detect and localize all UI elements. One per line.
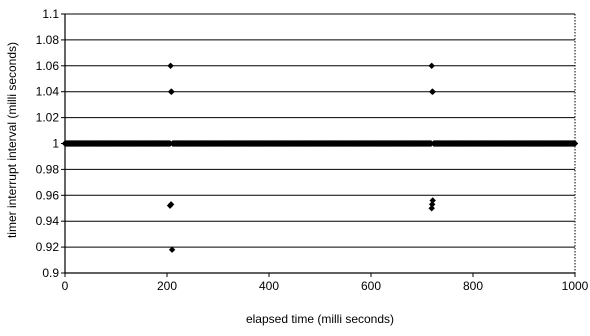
y-axis-title: timer interrupt interval (milli seconds)	[5, 42, 19, 238]
x-tick-label: 200	[157, 279, 177, 293]
y-tick-label: 0.92	[36, 240, 60, 254]
data-point	[168, 88, 175, 95]
y-tick-label: 1.08	[36, 33, 60, 47]
x-tick-label: 800	[463, 279, 483, 293]
data-points	[61, 62, 579, 253]
data-point	[168, 246, 176, 253]
data-point	[167, 62, 174, 69]
data-point	[167, 201, 175, 208]
data-point	[429, 197, 436, 204]
y-tick-label: 1.06	[36, 59, 60, 73]
data-point	[429, 88, 436, 95]
y-tick-label: 0.9	[42, 266, 59, 280]
data-point	[571, 140, 579, 147]
y-tick-label: 0.96	[36, 188, 60, 202]
data-point	[428, 205, 435, 212]
y-tick-label: 0.98	[36, 162, 60, 176]
x-tick-label: 1000	[562, 279, 589, 293]
x-tick-label: 400	[259, 279, 279, 293]
y-tick-label: 1.02	[36, 111, 60, 125]
y-tick-label: 1.04	[36, 85, 60, 99]
x-axis-title: elapsed time (milli seconds)	[246, 312, 394, 326]
y-tick-label: 1.1	[42, 7, 59, 21]
gridlines	[65, 13, 575, 248]
data-point	[428, 62, 435, 69]
y-tick-label: 1	[52, 137, 59, 151]
x-tick-label: 0	[62, 279, 69, 293]
x-tick-label: 600	[361, 279, 381, 293]
y-tick-label: 0.94	[36, 214, 60, 228]
tick-labels: 0.9 0.92 0.94 0.96 0.98 1 1.02 1.04 1.06 1.08 1.1 0…	[36, 7, 589, 293]
data-point	[429, 201, 436, 208]
